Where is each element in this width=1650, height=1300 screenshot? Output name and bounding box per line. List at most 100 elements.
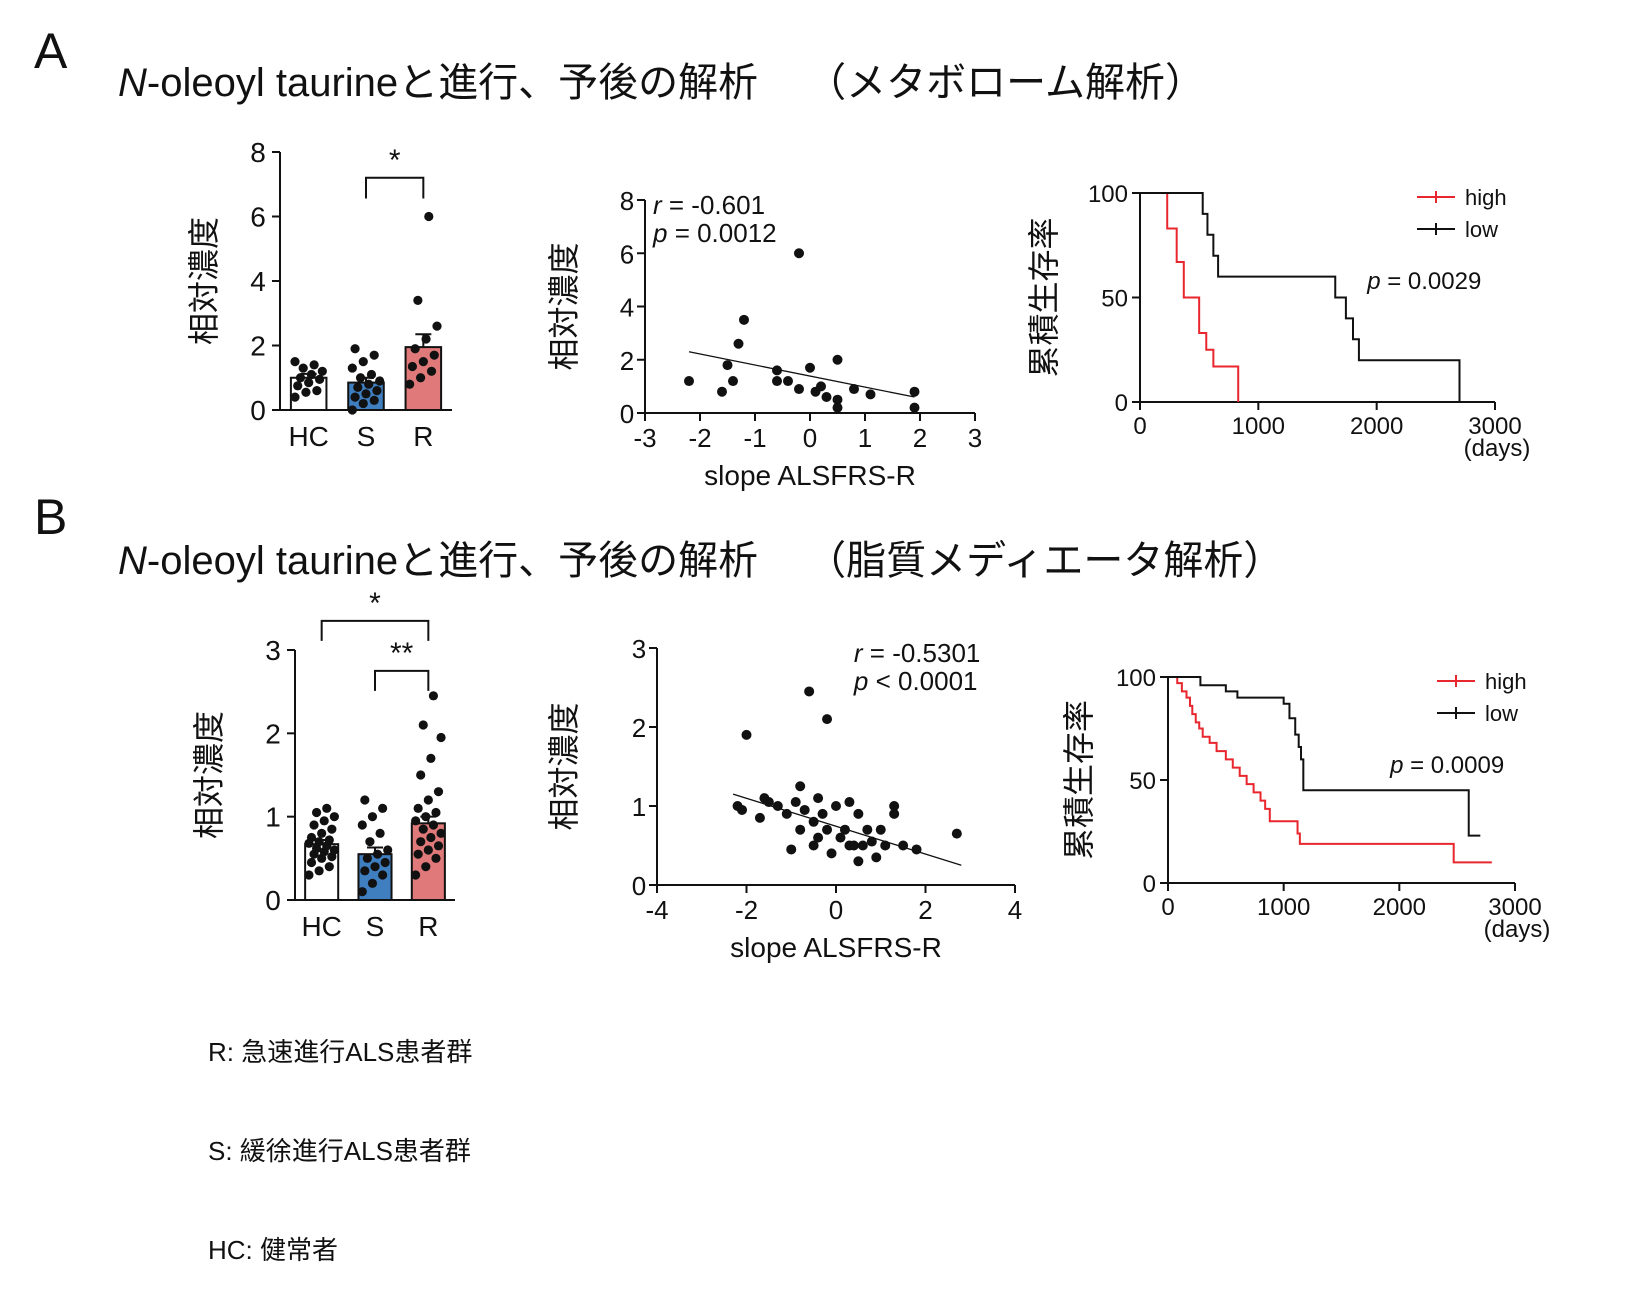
title-suffix: （脂質メディエータ解析）	[806, 539, 1284, 583]
data-point	[804, 686, 815, 697]
y-tick-label: 0	[620, 399, 634, 429]
data-point	[909, 386, 920, 397]
data-point	[832, 394, 843, 405]
data-point	[347, 405, 357, 415]
survival-curve-low	[1140, 192, 1461, 402]
significance-label: *	[369, 587, 381, 620]
y-axis-label: 相対濃度	[546, 702, 582, 830]
data-point	[413, 295, 423, 305]
x-tick-label: -1	[743, 423, 766, 453]
x-tick-label: R	[413, 421, 433, 452]
data-point	[369, 395, 379, 405]
data-point	[317, 853, 327, 863]
data-point	[304, 870, 314, 880]
data-point	[763, 797, 774, 808]
data-point	[372, 386, 382, 396]
survival-curve-low	[1168, 676, 1481, 837]
data-point	[411, 816, 421, 826]
data-point	[831, 801, 841, 811]
y-tick-label: 6	[620, 239, 634, 269]
x-tick-label: 2	[918, 895, 932, 925]
data-point	[813, 832, 824, 843]
data-point	[844, 840, 855, 851]
data-point	[367, 878, 378, 888]
y-tick-label: 2	[250, 331, 266, 362]
data-point	[366, 369, 377, 380]
data-point	[857, 840, 868, 851]
significance-label: **	[390, 637, 414, 670]
data-point	[754, 812, 765, 823]
data-point	[826, 848, 837, 859]
data-point	[684, 376, 694, 387]
x-tick-label: 1000	[1232, 413, 1285, 440]
data-point	[416, 770, 426, 780]
title-italic-n: N	[118, 61, 147, 105]
data-point	[772, 376, 782, 387]
data-point	[426, 366, 437, 376]
data-point	[306, 832, 317, 843]
data-point	[314, 837, 324, 847]
data-point	[350, 392, 360, 402]
data-point	[365, 837, 375, 847]
data-point	[853, 856, 864, 867]
data-point	[839, 824, 850, 835]
x-axis-label: slope ALSFRS-R	[704, 460, 916, 491]
data-point	[324, 862, 334, 872]
x-axis-label: slope ALSFRS-R	[730, 932, 942, 963]
data-point	[423, 845, 433, 855]
x-tick-label: -2	[735, 895, 758, 925]
data-point	[418, 720, 428, 730]
y-tick-label: 1	[632, 792, 646, 822]
x-tick-label: 3	[968, 423, 982, 453]
y-tick-label: 2	[265, 718, 281, 749]
data-point	[375, 828, 385, 838]
x-tick-label: 0	[829, 895, 843, 925]
x-tick-label: -3	[633, 423, 656, 453]
stat-p: p < 0.0001	[853, 666, 978, 696]
data-point	[361, 389, 371, 399]
y-tick-label: 4	[620, 293, 634, 323]
data-point	[844, 797, 855, 808]
x-unit-label: (days)	[1484, 916, 1551, 943]
y-tick-label: 0	[250, 395, 266, 426]
y-tick-label: 50	[1101, 286, 1128, 313]
data-point	[418, 824, 428, 834]
section-b-title: N-oleoyl taurineと進行、予後の解析 （脂質メディエータ解析）	[118, 528, 1283, 586]
data-point	[370, 862, 380, 872]
legend-line-s: S: 緩徐進行ALS患者群	[208, 1136, 471, 1166]
stat-r: r = -0.601	[653, 190, 765, 220]
data-point	[329, 812, 339, 822]
x-tick-label: -4	[645, 895, 668, 925]
data-point	[375, 376, 385, 386]
data-point	[794, 384, 804, 395]
y-tick-label: 6	[250, 202, 266, 233]
data-point	[433, 787, 444, 797]
trend-line	[688, 351, 915, 398]
x-tick-label: S	[366, 911, 385, 942]
data-point	[418, 357, 428, 367]
y-tick-label: 0	[1115, 390, 1128, 417]
data-point	[436, 732, 446, 743]
data-point	[372, 849, 383, 859]
data-point	[865, 389, 876, 400]
x-tick-label: -2	[688, 423, 711, 453]
data-point	[424, 211, 434, 222]
data-point	[306, 857, 317, 868]
significance-bracket	[320, 619, 430, 641]
data-point	[383, 845, 393, 855]
data-point	[378, 870, 388, 880]
x-tick-label: 2000	[1350, 413, 1403, 440]
data-point	[360, 795, 370, 805]
data-point	[889, 808, 900, 819]
x-tick-label: 0	[803, 423, 817, 453]
significance-label: *	[389, 144, 401, 177]
data-point	[309, 820, 319, 830]
data-point	[786, 844, 797, 855]
data-point	[832, 402, 843, 413]
data-point	[293, 381, 303, 391]
y-tick-label: 2	[632, 713, 646, 743]
x-tick-label: 2	[913, 423, 927, 453]
data-point	[431, 807, 441, 818]
data-point	[862, 824, 873, 835]
stat-p: p = 0.0009	[1389, 752, 1504, 779]
